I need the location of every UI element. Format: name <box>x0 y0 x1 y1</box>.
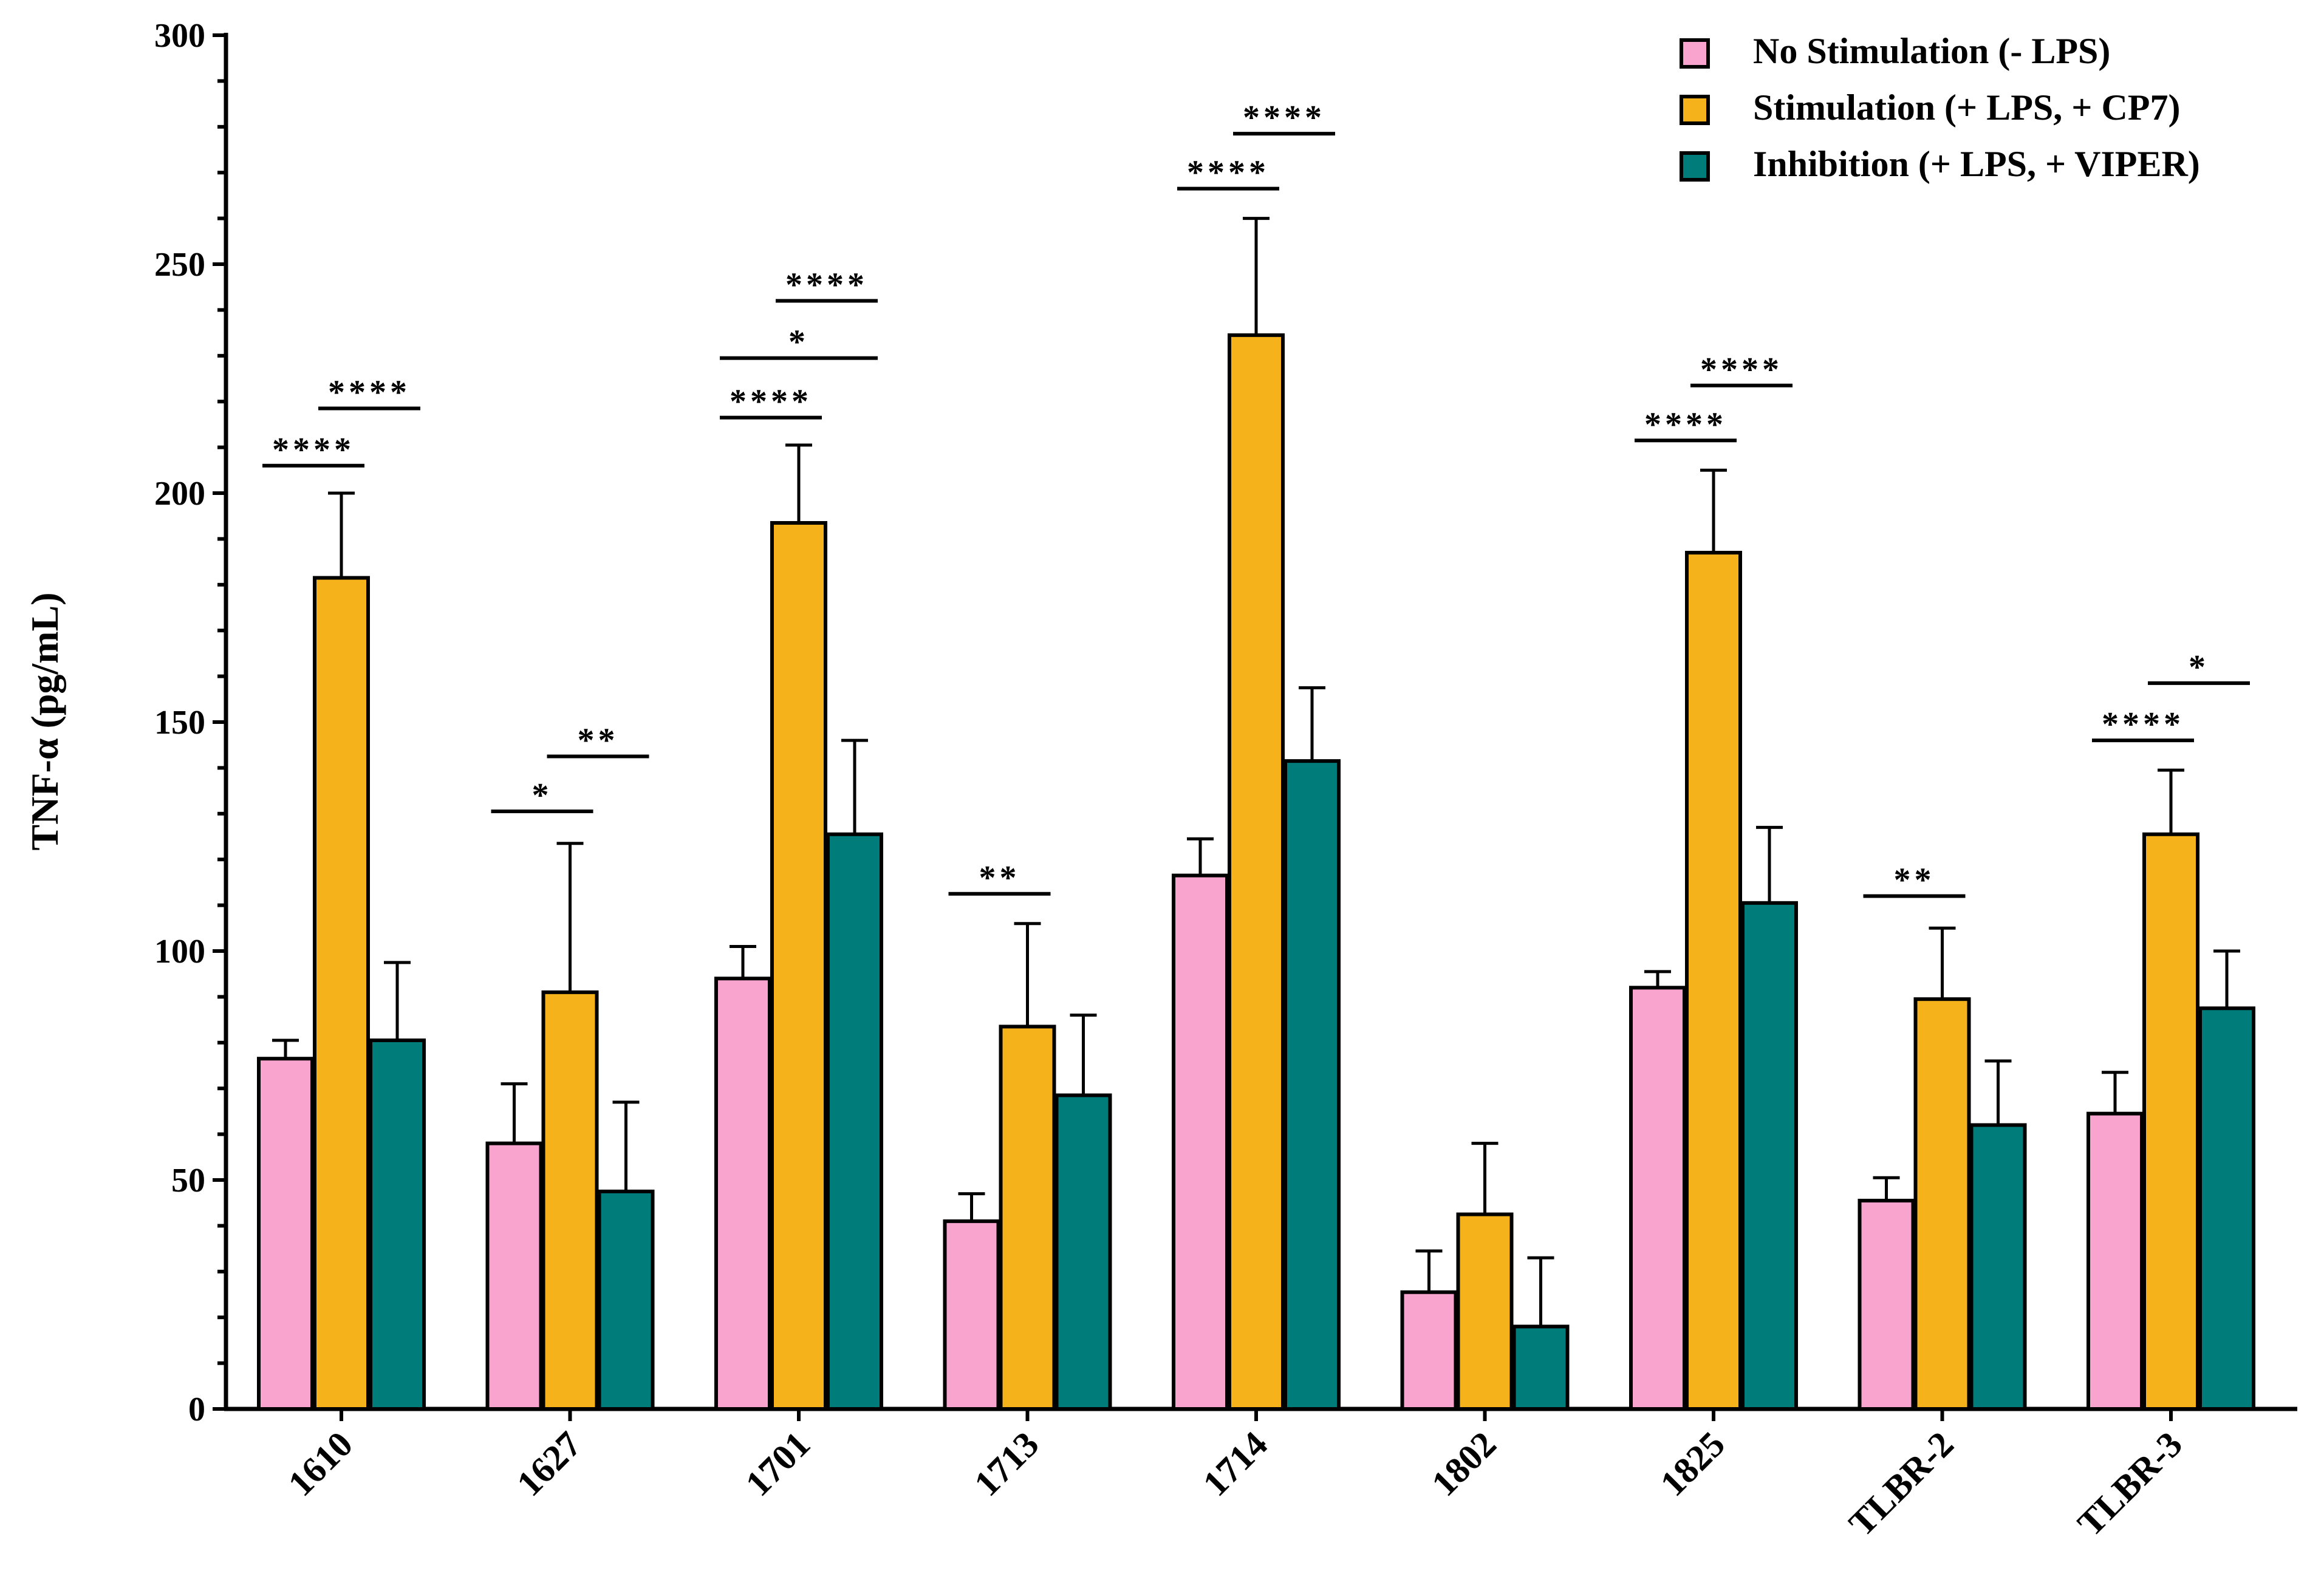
bar <box>1629 986 1686 1411</box>
x-tick-label: 1627 <box>509 1424 589 1504</box>
significance-label: **** <box>785 266 868 304</box>
bar <box>1913 997 1971 1411</box>
significance-label: **** <box>328 374 411 412</box>
significance-label: **** <box>730 383 812 421</box>
bar <box>597 1189 655 1411</box>
y-tick-label: 200 <box>154 475 205 513</box>
bar <box>943 1219 1000 1411</box>
significance-label: **** <box>272 431 355 469</box>
x-tick-label: 1610 <box>281 1424 361 1504</box>
error-bars <box>272 217 2240 1327</box>
legend-swatch <box>1680 151 1710 182</box>
bar <box>999 1025 1056 1411</box>
bar <box>1741 901 1798 1411</box>
bar <box>1172 873 1229 1411</box>
bar <box>1283 759 1341 1411</box>
y-tick-label: 0 <box>188 1391 205 1428</box>
x-tick-label: 1825 <box>1653 1424 1733 1504</box>
y-tick-label: 250 <box>154 246 205 284</box>
y-axis-label: TNF-α (pg/mL) <box>23 592 66 850</box>
bar <box>1228 333 1285 1411</box>
bar <box>2142 832 2199 1411</box>
bar <box>257 1057 314 1411</box>
y-tick-label: 150 <box>154 704 205 742</box>
bar <box>313 576 370 1411</box>
legend-swatch <box>1680 38 1710 69</box>
bar <box>714 977 771 1411</box>
x-tick-label: 1713 <box>966 1424 1047 1504</box>
bar <box>1456 1212 1514 1411</box>
bar <box>1054 1093 1112 1411</box>
x-tick-label: TLBR-2 <box>1841 1424 1961 1544</box>
significance-label: * <box>2189 649 2209 686</box>
y-axis-label-group: TNF-α (pg/mL) <box>23 592 66 850</box>
x-tick-label: TLBR-3 <box>2070 1424 2190 1544</box>
significance-label: **** <box>1243 99 1325 137</box>
significance-label: * <box>532 777 553 814</box>
significance-label: ** <box>578 722 619 760</box>
significance-label: **** <box>1187 154 1270 192</box>
bar <box>1685 551 1742 1411</box>
legend-label: Stimulation (+ LPS, + CP7) <box>1753 87 2180 128</box>
bar <box>826 832 883 1411</box>
legend: No Stimulation (- LPS) Stimulation (+ LPS… <box>1680 31 2200 184</box>
x-tick-label: 1802 <box>1424 1424 1504 1504</box>
bar <box>541 990 599 1411</box>
legend-swatch <box>1680 95 1710 125</box>
legend-label: No Stimulation (- LPS) <box>1753 31 2110 71</box>
x-tick-label: 1701 <box>738 1424 818 1504</box>
significance-label: **** <box>1644 406 1727 443</box>
bar <box>1512 1325 1570 1411</box>
bar <box>770 521 827 1411</box>
bar <box>369 1038 426 1411</box>
bar <box>485 1141 543 1411</box>
legend-label: Inhibition (+ LPS, + VIPER) <box>1753 144 2200 184</box>
significance-label: ** <box>1894 862 1935 899</box>
x-tick-label: 1714 <box>1195 1424 1276 1504</box>
significance-label: **** <box>2102 706 2184 743</box>
significance-label: * <box>788 324 809 361</box>
bars <box>257 333 2255 1411</box>
y-tick-label: 300 <box>154 17 205 55</box>
significance-label: ** <box>979 859 1020 897</box>
bar <box>1858 1198 1915 1411</box>
y-tick-label: 100 <box>154 933 205 970</box>
significance-label: **** <box>1700 351 1783 389</box>
bar <box>2087 1111 2144 1411</box>
bar <box>2198 1006 2255 1411</box>
y-tick-label: 50 <box>171 1162 205 1199</box>
bar <box>1969 1123 2027 1411</box>
significance-brackets: ****************************************… <box>262 99 2250 899</box>
bar <box>1400 1290 1458 1411</box>
